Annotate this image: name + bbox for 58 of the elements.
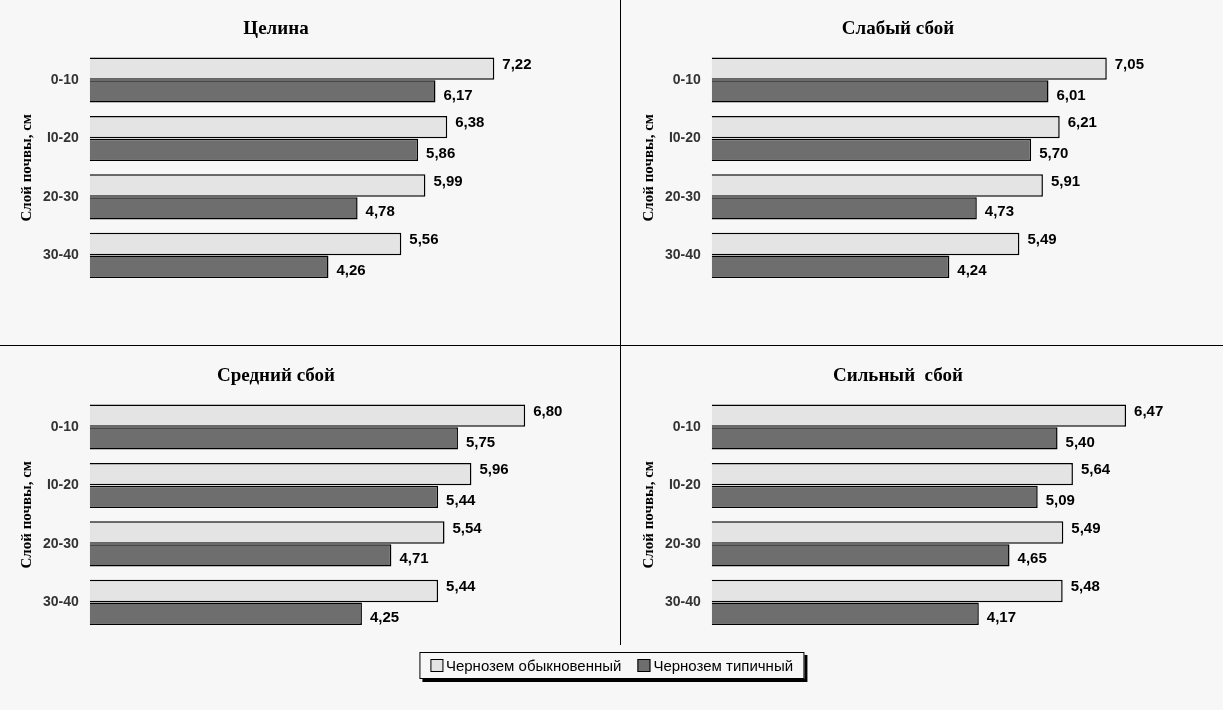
data-label: 5,96: [479, 460, 509, 478]
y-tick-label: 0-10: [50, 70, 80, 87]
data-label: 5,54: [452, 518, 483, 536]
y-tick-label: 20-30: [42, 187, 80, 204]
chart-title: Сильный сбой: [833, 364, 964, 386]
data-label: 6,47: [1134, 401, 1164, 419]
data-label: 6,21: [1067, 113, 1097, 131]
data-label: 4,25: [369, 607, 400, 625]
data-label: 6,80: [533, 401, 563, 419]
y-tick-label: 30-40: [42, 246, 80, 263]
chart-title: Слабый сбой: [841, 17, 955, 39]
y-tick-label: 20-30: [42, 534, 80, 551]
y-tick-label: 0-10: [672, 70, 702, 87]
y-tick-label: 30-40: [664, 593, 702, 610]
chart-title: Целина: [243, 17, 310, 39]
legend-label: Чернозем обыкновенный: [444, 657, 622, 674]
y-axis-title: Слой почвы, см: [17, 460, 34, 569]
data-label: 5,09: [1045, 491, 1075, 509]
y-tick-label: I0-20: [668, 476, 702, 493]
data-label: 5,44: [446, 491, 476, 509]
data-label: 4,17: [986, 607, 1016, 625]
y-tick-label: 30-40: [42, 593, 80, 610]
data-label: 7,22: [502, 54, 532, 72]
chart-title: Средний сбой: [216, 364, 336, 386]
data-label: 4,65: [1017, 549, 1047, 567]
data-label: 4,78: [365, 202, 395, 220]
data-label: 7,05: [1114, 54, 1144, 72]
data-label: 5,40: [1065, 432, 1095, 450]
y-tick-label: 20-30: [664, 187, 702, 204]
data-label: 5,75: [465, 432, 496, 450]
y-tick-label: 0-10: [50, 417, 80, 434]
data-label: 4,24: [957, 260, 988, 278]
data-label: 5,48: [1070, 577, 1100, 595]
data-label: 5,49: [1071, 518, 1101, 536]
y-tick-label: 20-30: [664, 534, 702, 551]
y-tick-label: 0-10: [672, 417, 702, 434]
y-axis-title: Слой почвы, см: [639, 460, 656, 569]
y-tick-label: I0-20: [668, 129, 702, 146]
data-label: 5,56: [409, 230, 439, 248]
data-label: 5,86: [426, 144, 456, 162]
data-label: 4,73: [984, 202, 1014, 220]
y-axis-title: Слой почвы, см: [639, 113, 656, 222]
data-label: 5,91: [1050, 171, 1081, 189]
y-tick-label: 30-40: [664, 246, 702, 263]
data-label: 6,38: [455, 113, 485, 131]
data-label: 5,44: [446, 577, 476, 595]
y-tick-label: I0-20: [46, 129, 80, 146]
data-label: 5,70: [1039, 144, 1069, 162]
data-label: 5,49: [1027, 230, 1057, 248]
data-label: 6,01: [1056, 85, 1086, 103]
data-label: 5,64: [1080, 460, 1111, 478]
legend-label: Чернозем типичный: [652, 657, 794, 674]
data-label: 4,26: [336, 260, 366, 278]
data-label: 4,71: [399, 549, 429, 567]
data-label: 6,17: [443, 85, 473, 103]
y-tick-label: I0-20: [46, 476, 80, 493]
y-axis-title: Слой почвы, см: [17, 113, 34, 222]
data-label: 5,99: [433, 171, 463, 189]
